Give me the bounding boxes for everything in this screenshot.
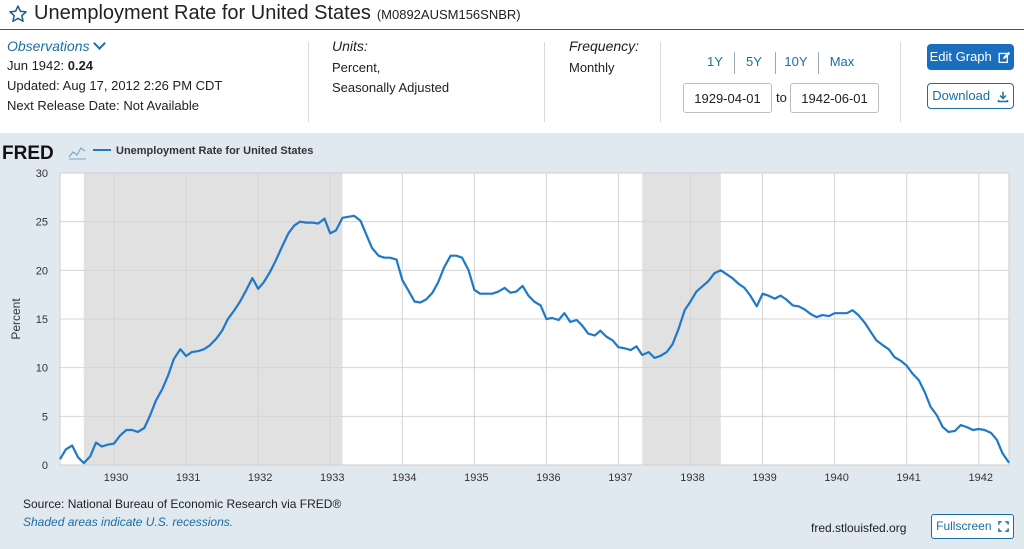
download-label: Download	[932, 88, 991, 103]
range-10y-button[interactable]: 10Y	[784, 54, 808, 69]
observations-heading: Observations	[7, 38, 90, 54]
range-1y-button[interactable]: 1Y	[707, 54, 723, 69]
fred-logo: FRED	[2, 143, 54, 164]
latest-observation-value: 0.24	[67, 58, 94, 73]
legend-label: Unemployment Rate for United States	[116, 145, 313, 157]
latest-observation: Jun 1942: 0.24	[7, 56, 307, 76]
units-line-2: Seasonally Adjusted	[332, 80, 450, 95]
next-release-date: Next Release Date: Not Available	[7, 98, 199, 113]
divider	[775, 52, 776, 74]
units-heading: Units:	[332, 38, 368, 54]
x-tick-label: 1940	[824, 472, 848, 484]
download-button[interactable]: Download	[927, 83, 1014, 109]
frequency-heading: Frequency:	[569, 38, 640, 54]
end-date-input[interactable]	[790, 83, 879, 113]
page-title: Unemployment Rate for United States (M089…	[34, 2, 521, 25]
chart-source: Source: National Bureau of Economic Rese…	[23, 497, 342, 511]
updated-timestamp: Updated: Aug 17, 2012 2:26 PM CDT	[7, 78, 223, 93]
x-tick-label: 1939	[752, 472, 776, 484]
x-tick-label: 1931	[176, 472, 200, 484]
x-tick-label: 1930	[104, 472, 128, 484]
observations-panel: Observations Jun 1942: 0.24 Updated: Aug…	[7, 36, 307, 126]
x-tick-label: 1941	[896, 472, 920, 484]
star-icon[interactable]	[8, 4, 28, 24]
edit-graph-label: Edit Graph	[929, 49, 992, 64]
fullscreen-icon	[998, 521, 1009, 533]
x-tick-label: 1934	[392, 472, 416, 484]
y-tick-label: 5	[42, 411, 48, 423]
y-tick-label: 30	[36, 168, 48, 180]
range-5y-button[interactable]: 5Y	[746, 54, 762, 69]
observations-toggle[interactable]: Observations	[7, 36, 307, 56]
divider	[660, 42, 661, 122]
y-tick-label: 15	[36, 314, 48, 326]
site-url: fred.stlouisfed.org	[811, 521, 907, 535]
y-tick-label: 20	[36, 265, 48, 277]
series-title: Unemployment Rate for United States	[34, 2, 371, 24]
fullscreen-button[interactable]: Fullscreen	[931, 514, 1014, 539]
start-date-input[interactable]	[683, 83, 772, 113]
x-tick-label: 1932	[248, 472, 272, 484]
y-tick-label: 25	[36, 217, 48, 229]
chart-trend-icon	[68, 147, 86, 160]
recession-note: Shaded areas indicate U.S. recessions.	[23, 515, 234, 529]
divider	[308, 42, 309, 122]
y-tick-label: 10	[36, 363, 48, 375]
edit-icon	[998, 51, 1011, 64]
x-tick-label: 1937	[608, 472, 632, 484]
date-range-to-label: to	[776, 90, 787, 105]
y-tick-label: 0	[42, 460, 48, 472]
frequency-panel: Frequency: Monthly	[569, 36, 659, 126]
download-icon	[997, 91, 1008, 102]
frequency-value: Monthly	[569, 60, 615, 75]
title-bar: Unemployment Rate for United States (M089…	[0, 0, 1024, 30]
series-code: (M0892AUSM156SNBR)	[376, 7, 521, 22]
x-tick-label: 1938	[680, 472, 704, 484]
range-max-button[interactable]: Max	[829, 54, 855, 69]
plot-border	[59, 172, 1010, 466]
divider	[900, 42, 901, 122]
x-tick-label: 1942	[968, 472, 992, 484]
series-line	[59, 214, 1010, 465]
divider	[818, 52, 819, 74]
units-line-1: Percent,	[332, 60, 381, 75]
edit-graph-button[interactable]: Edit Graph	[927, 44, 1014, 70]
y-axis-label: Percent	[9, 298, 23, 340]
fullscreen-label: Fullscreen	[936, 519, 992, 533]
latest-observation-date: Jun 1942:	[7, 58, 65, 73]
x-tick-label: 1933	[320, 472, 344, 484]
divider	[734, 52, 735, 74]
divider	[544, 42, 545, 122]
x-tick-label: 1935	[464, 472, 488, 484]
x-tick-label: 1936	[536, 472, 560, 484]
units-panel: Units: Percent, Seasonally Adjusted	[332, 36, 532, 126]
